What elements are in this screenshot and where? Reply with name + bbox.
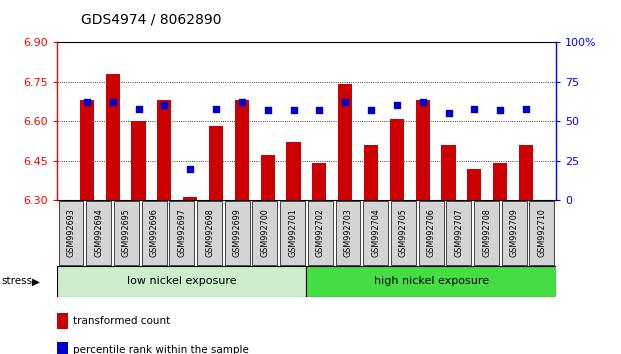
Point <box>495 107 505 113</box>
Text: ▶: ▶ <box>32 276 40 286</box>
FancyBboxPatch shape <box>86 201 111 265</box>
Point <box>418 99 428 105</box>
Bar <box>519 145 533 200</box>
Text: GSM992705: GSM992705 <box>399 208 408 257</box>
FancyBboxPatch shape <box>446 201 471 265</box>
Text: GSM992702: GSM992702 <box>316 208 325 257</box>
Point <box>469 106 479 112</box>
FancyBboxPatch shape <box>363 201 388 265</box>
FancyBboxPatch shape <box>530 201 555 265</box>
Point <box>185 166 195 171</box>
FancyBboxPatch shape <box>170 201 194 265</box>
Text: GSM992710: GSM992710 <box>537 209 546 257</box>
Text: GSM992699: GSM992699 <box>233 208 242 257</box>
FancyBboxPatch shape <box>280 201 305 265</box>
Point <box>366 107 376 113</box>
FancyBboxPatch shape <box>306 266 556 297</box>
Bar <box>132 121 146 200</box>
Point <box>82 99 92 105</box>
Bar <box>183 198 197 200</box>
Text: GSM992694: GSM992694 <box>94 209 103 257</box>
Point <box>108 99 118 105</box>
Text: GSM992697: GSM992697 <box>178 208 186 257</box>
Text: GSM992707: GSM992707 <box>455 208 463 257</box>
Text: GSM992703: GSM992703 <box>343 209 353 257</box>
Bar <box>338 85 352 200</box>
FancyBboxPatch shape <box>197 201 222 265</box>
Bar <box>286 142 301 200</box>
Bar <box>442 145 456 200</box>
Text: GSM992709: GSM992709 <box>510 208 519 257</box>
Bar <box>235 100 249 200</box>
FancyBboxPatch shape <box>308 201 333 265</box>
Bar <box>261 155 275 200</box>
Bar <box>209 126 223 200</box>
Text: GSM992704: GSM992704 <box>371 209 380 257</box>
FancyBboxPatch shape <box>142 201 166 265</box>
Text: GSM992706: GSM992706 <box>427 209 435 257</box>
Text: low nickel exposure: low nickel exposure <box>127 276 237 286</box>
Bar <box>493 163 507 200</box>
Text: GSM992700: GSM992700 <box>260 209 270 257</box>
FancyBboxPatch shape <box>225 201 250 265</box>
FancyBboxPatch shape <box>114 201 139 265</box>
Text: GSM992708: GSM992708 <box>482 209 491 257</box>
Text: stress: stress <box>2 276 33 286</box>
Text: high nickel exposure: high nickel exposure <box>374 276 489 286</box>
Bar <box>390 119 404 200</box>
Point <box>160 103 170 108</box>
FancyBboxPatch shape <box>335 201 360 265</box>
FancyBboxPatch shape <box>502 201 527 265</box>
FancyBboxPatch shape <box>419 201 443 265</box>
Bar <box>312 163 327 200</box>
Text: GSM992698: GSM992698 <box>205 209 214 257</box>
FancyBboxPatch shape <box>474 201 499 265</box>
Point <box>521 106 531 112</box>
Text: GSM992693: GSM992693 <box>66 209 76 257</box>
Point <box>314 107 324 113</box>
Point <box>237 99 247 105</box>
FancyBboxPatch shape <box>58 201 83 265</box>
Bar <box>415 100 430 200</box>
Point <box>263 107 273 113</box>
Point <box>134 106 143 112</box>
Bar <box>467 169 481 200</box>
Text: GSM992695: GSM992695 <box>122 208 131 257</box>
Text: percentile rank within the sample: percentile rank within the sample <box>73 345 248 354</box>
Bar <box>157 100 171 200</box>
Text: GDS4974 / 8062890: GDS4974 / 8062890 <box>81 12 221 27</box>
Text: GSM992701: GSM992701 <box>288 209 297 257</box>
Text: transformed count: transformed count <box>73 316 170 326</box>
Bar <box>79 100 94 200</box>
Point <box>443 110 453 116</box>
Text: GSM992696: GSM992696 <box>150 209 158 257</box>
FancyBboxPatch shape <box>253 201 278 265</box>
Point <box>392 103 402 108</box>
FancyBboxPatch shape <box>57 266 306 297</box>
Point <box>289 107 299 113</box>
Bar <box>106 74 120 200</box>
Bar <box>364 145 378 200</box>
Point <box>340 99 350 105</box>
Point <box>211 106 221 112</box>
FancyBboxPatch shape <box>391 201 416 265</box>
